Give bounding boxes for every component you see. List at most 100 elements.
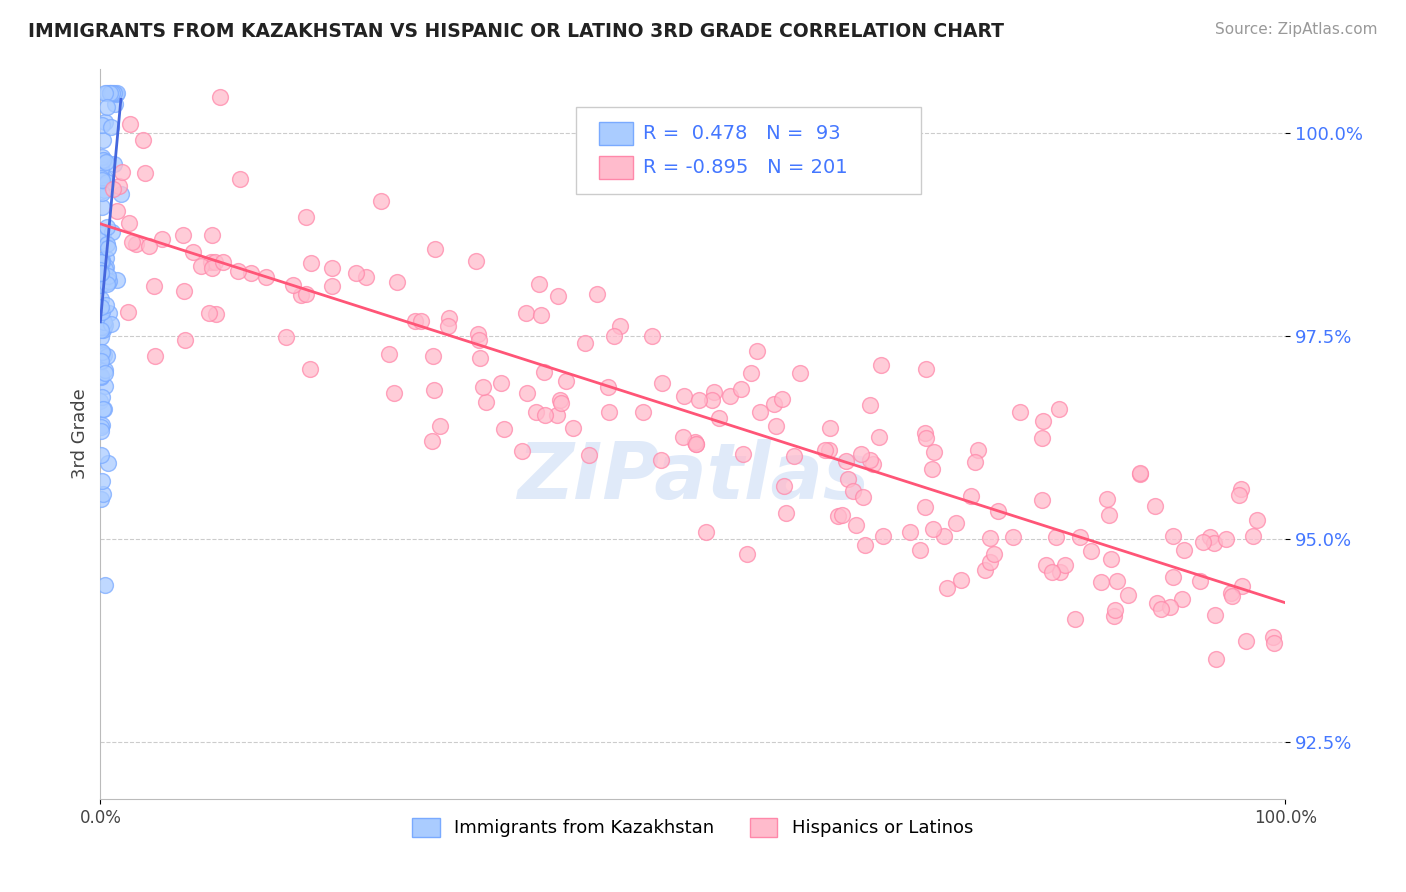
Point — [90, 345, 112, 359]
Point — [91, 487, 114, 501]
Point — [344, 266, 367, 280]
Point — [973, 563, 995, 577]
Point — [229, 171, 252, 186]
Point — [494, 422, 516, 436]
Point — [90, 174, 112, 188]
Point — [1227, 488, 1250, 502]
Point — [845, 517, 868, 532]
Point — [204, 255, 226, 269]
Point — [773, 478, 796, 492]
Point — [1220, 590, 1243, 604]
Legend: Immigrants from Kazakhstan, Hispanics or Latinos: Immigrants from Kazakhstan, Hispanics or… — [405, 811, 980, 845]
Point — [1090, 574, 1112, 589]
Point — [814, 442, 837, 457]
Point — [1143, 499, 1166, 513]
Point — [467, 333, 489, 347]
Point — [354, 270, 377, 285]
Point — [90, 266, 112, 280]
Point — [685, 437, 707, 451]
Point — [1064, 612, 1087, 626]
Point — [173, 333, 195, 347]
Point — [1189, 574, 1212, 588]
Point — [90, 266, 112, 280]
Point — [842, 484, 865, 499]
Point — [385, 275, 408, 289]
Point — [524, 405, 547, 419]
Point — [91, 253, 114, 268]
Point — [1161, 570, 1184, 584]
Point — [107, 178, 129, 193]
Point — [125, 236, 148, 251]
Point — [103, 156, 125, 170]
Point — [111, 165, 134, 179]
Y-axis label: 3rd Grade: 3rd Grade — [72, 388, 89, 479]
Point — [117, 305, 139, 319]
Point — [1104, 603, 1126, 617]
Point — [97, 241, 120, 255]
Point — [299, 256, 322, 270]
Point — [101, 86, 124, 100]
Point — [321, 278, 343, 293]
Point — [120, 117, 142, 131]
Point — [90, 330, 112, 344]
Point — [134, 166, 156, 180]
Point — [1054, 558, 1077, 572]
Point — [96, 297, 118, 311]
Point — [862, 457, 884, 471]
Point — [1198, 530, 1220, 544]
Point — [672, 430, 695, 444]
Point — [422, 350, 444, 364]
Point — [1241, 528, 1264, 542]
Point — [914, 425, 936, 440]
Point — [132, 133, 155, 147]
Text: ZIPatlas: ZIPatlas — [516, 440, 869, 516]
Point — [851, 447, 873, 461]
Point — [516, 386, 538, 401]
Point — [94, 260, 117, 275]
Point — [979, 555, 1001, 569]
Point — [596, 380, 619, 394]
Point — [547, 289, 569, 303]
Point — [921, 462, 943, 476]
Point — [586, 287, 609, 301]
Point — [90, 304, 112, 318]
Point — [1032, 414, 1054, 428]
Point — [914, 431, 936, 445]
Point — [93, 315, 115, 329]
Point — [1161, 529, 1184, 543]
Point — [294, 210, 316, 224]
Point — [685, 436, 707, 450]
Point — [105, 86, 128, 100]
Point — [91, 276, 114, 290]
Point — [1001, 530, 1024, 544]
Point — [468, 351, 491, 366]
Point — [837, 472, 859, 486]
Point — [90, 424, 112, 438]
Point — [783, 450, 806, 464]
Point — [730, 382, 752, 396]
Point — [1080, 544, 1102, 558]
Point — [869, 358, 891, 372]
Point — [898, 525, 921, 540]
Point — [963, 455, 986, 469]
Point — [1192, 535, 1215, 549]
Point — [93, 183, 115, 197]
Point — [1049, 565, 1071, 579]
Point — [672, 389, 695, 403]
Point — [94, 115, 117, 129]
Point — [609, 318, 631, 333]
Point — [97, 306, 120, 320]
Point — [91, 133, 114, 147]
Point — [181, 244, 204, 259]
Point — [1116, 588, 1139, 602]
Point — [90, 448, 112, 462]
Point — [555, 374, 578, 388]
Point — [1102, 608, 1125, 623]
Point — [695, 524, 717, 539]
Point — [859, 453, 882, 467]
Point — [550, 395, 572, 409]
Point — [100, 225, 122, 239]
Point — [200, 255, 222, 269]
Point — [90, 368, 112, 383]
Point — [96, 236, 118, 251]
